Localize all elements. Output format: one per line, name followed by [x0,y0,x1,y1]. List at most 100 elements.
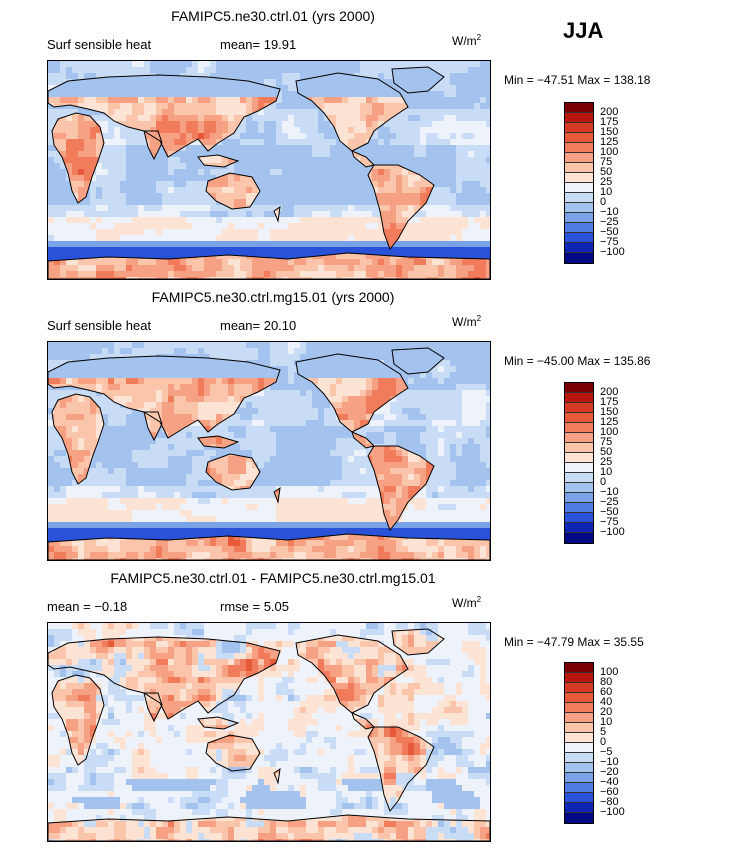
colorbar-tick-label: 175 [600,396,619,408]
colorbar-tick-label: 100 [600,146,619,158]
map-ocean-field [48,623,490,841]
colorbar-swatch [565,503,593,513]
colorbar-tick-label: 80 [600,676,613,688]
colorbar-swatch [565,473,593,483]
panel-1-title: FAMIPC5.ne30.ctrl.01 (yrs 2000) [171,8,375,24]
colorbar-swatch [565,703,593,713]
colorbar-tick-label: −75 [600,516,619,528]
panel-1-field-label: Surf sensible heat [47,37,152,52]
colorbar-swatch [565,213,593,223]
colorbar-swatch [565,663,593,673]
panel-3-title: FAMIPC5.ne30.ctrl.01 - FAMIPC5.ne30.ctrl… [110,570,436,586]
colorbar-swatch [565,183,593,193]
panel-3-rmse-label: rmse = 5.05 [220,599,290,614]
colorbar-swatch [565,533,593,543]
panel-2-minmax: Min = −45.00 Max = 135.86 [504,354,651,368]
colorbar-tick-label: −10 [600,486,619,498]
colorbar-swatch [565,713,593,723]
colorbar-tick-label: 60 [600,686,613,698]
colorbar-tick-label: 10 [600,466,613,478]
colorbar-swatch [565,113,593,123]
colorbar-tick-label: 200 [600,386,619,398]
panel-1-units: W/m2 [452,33,482,48]
colorbar-swatch [565,393,593,403]
panel-1-minmax: Min = −47.51 Max = 138.18 [504,73,651,87]
colorbar-tick-label: −50 [600,506,619,518]
colorbar-tick-label: −5 [600,746,613,758]
panel-2-field-label: Surf sensible heat [47,318,152,333]
colorbar-swatch [565,233,593,243]
colorbar-tick-label: 125 [600,416,619,428]
colorbar-tick-label: −100 [600,806,625,818]
colorbar-swatch [565,803,593,813]
colorbar-swatch [565,693,593,703]
colorbar-swatch [565,513,593,523]
colorbar-tick-label: 50 [600,446,613,458]
panel-2-title: FAMIPC5.ne30.ctrl.mg15.01 (yrs 2000) [151,289,395,305]
colorbar-tick-label: −10 [600,206,619,218]
colorbar-swatch [565,673,593,683]
colorbar-boxes [564,382,594,544]
colorbar-swatch [565,383,593,393]
colorbar-tick-label: 175 [600,116,619,128]
colorbar-swatch [565,103,593,113]
colorbar-swatch [565,483,593,493]
colorbar-swatch [565,683,593,693]
colorbar-tick-label: 50 [600,166,613,178]
map-coastlines [48,66,490,279]
colorbar-swatch [565,163,593,173]
colorbar-swatch [565,433,593,443]
colorbar-swatch [565,123,593,133]
colorbar-tick-label: −10 [600,756,619,768]
panel-3-map [47,622,491,842]
colorbar-tick-label: 150 [600,126,619,138]
colorbar-swatch [565,813,593,823]
colorbar-swatch [565,223,593,233]
colorbar-tick-label: 75 [600,436,613,448]
panel-3-map-svg [48,623,490,841]
colorbar-tick-label: 75 [600,156,613,168]
colorbar-swatch [565,243,593,253]
colorbar-tick-label: 25 [600,456,613,468]
colorbar-tick-label: 40 [600,696,613,708]
colorbar-swatch [565,773,593,783]
colorbar-swatch [565,153,593,163]
colorbar-tick-label: −100 [600,526,625,538]
colorbar-boxes [564,662,594,824]
colorbar-tick-label: 0 [600,736,607,748]
panel-2-units: W/m2 [452,314,482,329]
colorbar-swatch [565,763,593,773]
season-label: JJA [563,18,604,43]
panel-2-colorbar: 200 175 150 125 100 75 50 25 10 0 −10 −25 −50 −75 −100 [564,382,625,544]
panel-3-mean-label: mean = −0.18 [47,599,128,614]
colorbar-swatch [565,733,593,743]
colorbar-tick-label: 25 [600,176,613,188]
colorbar-swatch [565,453,593,463]
colorbar-swatch [565,723,593,733]
colorbar-tick-label: 10 [600,716,613,728]
panel-3-colorbar: 100 80 60 40 20 10 5 0 −5 −10 −20 −40 −60 −80 −100 [564,662,625,824]
colorbar-tick-label: 100 [600,666,619,678]
panel-2-map-svg [48,342,490,560]
colorbar-swatch [565,753,593,763]
colorbar-tick-label: −100 [600,246,625,258]
colorbar-swatch [565,793,593,803]
colorbar-swatch [565,413,593,423]
colorbar-tick-label: 200 [600,106,619,118]
colorbar-swatch [565,523,593,533]
colorbar-tick-label: 150 [600,406,619,418]
colorbar-tick-label: 5 [600,726,607,738]
colorbar-swatch [565,193,593,203]
colorbar-swatch [565,203,593,213]
map-coastlines [48,347,490,560]
colorbar-tick-label: 10 [600,186,613,198]
colorbar-tick-label: −50 [600,226,619,238]
panel-1-map [47,60,491,280]
colorbar-swatch [565,743,593,753]
colorbar-swatch [565,143,593,153]
map-coastlines [48,628,490,841]
colorbar-swatch [565,493,593,503]
colorbar-swatch [565,463,593,473]
colorbar-tick-label: 20 [600,706,613,718]
colorbar-tick-label: −25 [600,496,619,508]
